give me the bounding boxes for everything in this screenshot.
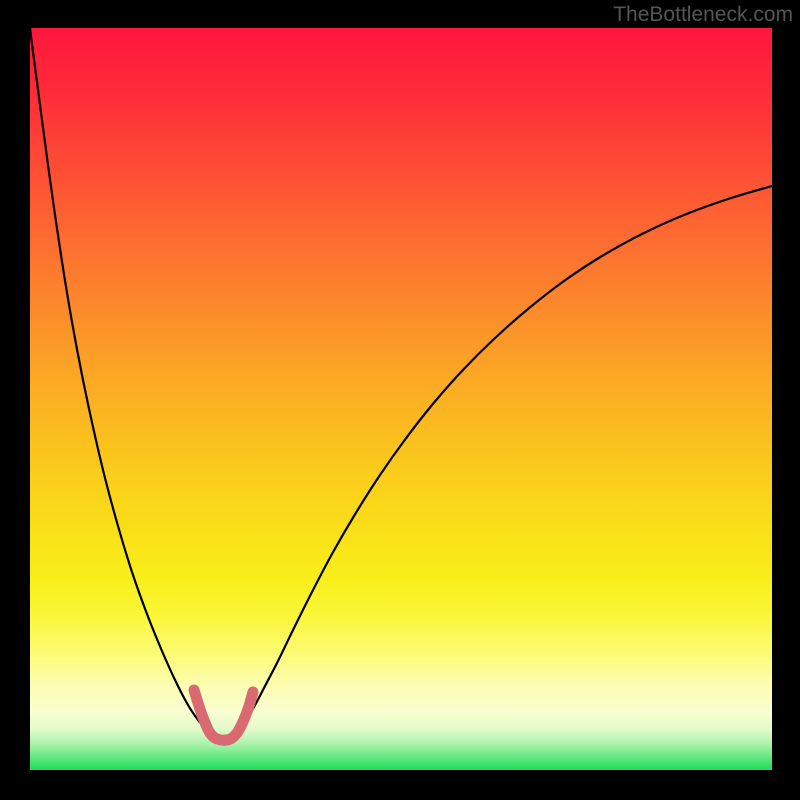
chart-svg xyxy=(30,28,772,770)
chart-background-gradient xyxy=(30,28,772,770)
chart-plot-area xyxy=(30,28,772,770)
attribution-label: TheBottleneck.com xyxy=(613,3,793,27)
